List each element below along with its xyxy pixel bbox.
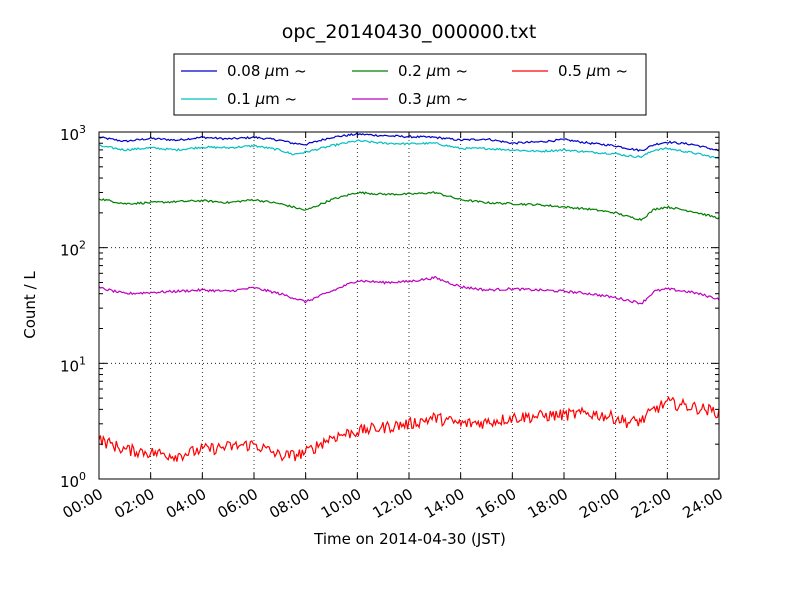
- x-tick-label: 06:00: [215, 485, 261, 522]
- legend-label: 0.5 μm ~: [558, 62, 628, 80]
- y-tick-label: 102: [60, 239, 86, 260]
- x-tick-label: 12:00: [370, 485, 416, 522]
- series-line: [99, 139, 720, 160]
- x-tick-label: 08:00: [266, 485, 312, 522]
- x-tick-label: 02:00: [111, 485, 157, 522]
- minor-ticks: [99, 136, 719, 445]
- y-axis-label: Count / L: [21, 271, 39, 339]
- legend-frame: [173, 53, 647, 116]
- x-tick-label: 16:00: [473, 485, 519, 522]
- series-line: [98, 395, 720, 463]
- x-tick-label: 04:00: [163, 485, 209, 522]
- x-tick-label: 20:00: [576, 485, 622, 522]
- x-tick-label: 10:00: [318, 485, 364, 522]
- y-tick-label: 100: [60, 470, 86, 491]
- y-tick-label: 101: [60, 354, 86, 375]
- x-tick-label: 24:00: [680, 485, 726, 522]
- series-line: [98, 275, 720, 305]
- x-axis-label: Time on 2014-04-30 (JST): [313, 530, 506, 548]
- legend-label: 0.08 μm ~: [227, 62, 307, 80]
- series-line: [98, 191, 720, 222]
- y-axis: 100 101 102 103: [60, 123, 719, 491]
- legend-label: 0.1 μm ~: [227, 90, 297, 108]
- chart-title: opc_20140430_000000.txt: [282, 21, 537, 43]
- legend-label: 0.2 μm ~: [398, 62, 468, 80]
- x-tick-label: 14:00: [421, 485, 467, 522]
- x-tick-label: 22:00: [628, 485, 674, 522]
- grid-lines: [99, 132, 719, 479]
- plot-area: [98, 131, 720, 480]
- legend-label: 0.3 μm ~: [398, 90, 468, 108]
- y-tick-label: 103: [60, 123, 86, 144]
- legend: 0.08 μm ~ 0.1 μm ~ 0.2 μm ~ 0.3 μm ~ 0.5 μm …: [173, 53, 647, 116]
- x-tick-label: 18:00: [525, 485, 571, 522]
